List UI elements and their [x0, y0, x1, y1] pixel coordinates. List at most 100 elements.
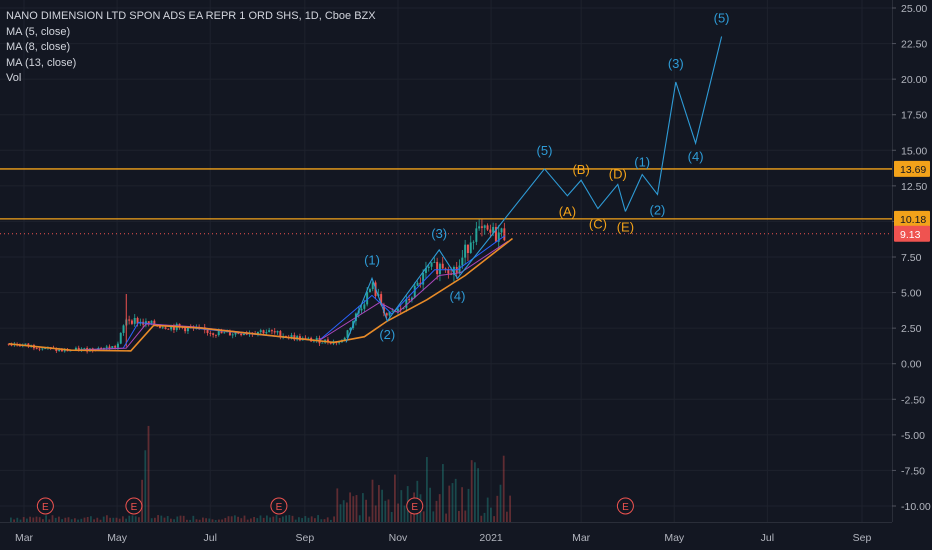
volume-bar: [96, 517, 99, 522]
wave-label[interactable]: (A): [559, 204, 576, 219]
price-axis-label: -5.00: [901, 430, 925, 442]
candle-body: [408, 299, 411, 301]
legend-ma8[interactable]: MA (8, close): [6, 41, 71, 53]
candle-body: [338, 342, 341, 344]
volume-bar: [490, 507, 492, 522]
volume-bar: [461, 487, 463, 522]
wave-label[interactable]: (E): [617, 219, 634, 234]
earnings-event-marker[interactable]: [616, 497, 634, 515]
candle-body: [270, 330, 273, 332]
candle-body: [60, 349, 63, 352]
volume-bar: [480, 515, 483, 522]
volume-bar: [400, 490, 403, 522]
wave-label[interactable]: (1): [364, 252, 380, 267]
candle-body: [363, 304, 366, 309]
volume-bar: [454, 478, 457, 522]
earnings-event-marker[interactable]: [270, 497, 288, 515]
volume-bar: [240, 518, 243, 522]
legend-ma13[interactable]: MA (13, close): [6, 56, 77, 69]
candle-body: [130, 320, 133, 324]
volume-bar: [179, 515, 182, 522]
wave-label[interactable]: (2): [650, 202, 666, 217]
price-axis-label: 20.00: [901, 74, 927, 86]
wave-label[interactable]: (3): [668, 56, 684, 71]
volume-bar: [342, 500, 345, 522]
volume-bar: [163, 517, 166, 522]
volume-bar: [323, 519, 326, 522]
candle-body: [503, 228, 506, 241]
volume-bar: [224, 517, 227, 522]
volume-bar: [272, 516, 275, 522]
candle-body: [413, 285, 416, 298]
candle-body: [242, 333, 245, 336]
candle-body: [472, 241, 475, 243]
candle-body: [276, 331, 279, 333]
volume-bar: [128, 515, 131, 522]
volume-bar: [394, 474, 396, 522]
earnings-event-marker[interactable]: [406, 497, 424, 515]
wave-label[interactable]: (4): [450, 288, 466, 303]
price-axis-label: 15.00: [901, 145, 927, 157]
wave-label[interactable]: (D): [609, 166, 627, 181]
volume-bar: [38, 517, 41, 522]
wave-label[interactable]: (3): [431, 226, 447, 241]
last-price-tag: [894, 225, 930, 242]
elliott-wave-path[interactable]: [345, 168, 545, 343]
elliott-wave-path[interactable]: [624, 36, 723, 212]
time-axis-label: May: [107, 532, 128, 544]
price-axis-label: 17.50: [901, 110, 927, 122]
volume-bar: [464, 510, 467, 522]
candle-body: [385, 313, 388, 316]
volume-bar: [330, 519, 332, 522]
symbol-title[interactable]: NANO DIMENSION LTD SPON ADS EA REPR 1 OR…: [6, 10, 376, 22]
candle-body: [116, 343, 119, 348]
wave-label[interactable]: (1): [634, 154, 650, 169]
volume-bar: [122, 516, 124, 522]
candle-body: [422, 272, 425, 285]
volume-bar: [243, 515, 246, 522]
volume-bar: [10, 517, 12, 522]
candle-body: [245, 333, 248, 335]
volume-bar: [349, 492, 351, 522]
wave-label[interactable]: (B): [572, 162, 589, 177]
volume-bar: [58, 516, 60, 522]
earnings-event-marker[interactable]: [125, 497, 143, 515]
time-axis-label: Jul: [204, 532, 217, 544]
candle-body: [307, 337, 310, 339]
volume-bar: [291, 515, 294, 522]
wave-label[interactable]: (5): [714, 10, 730, 25]
volume-bar: [16, 517, 19, 522]
volume-bar: [198, 519, 201, 522]
candle-body: [268, 330, 271, 333]
time-axis-label: May: [664, 532, 685, 544]
time-axis-label: 2021: [479, 532, 503, 544]
volume-bar: [374, 505, 377, 522]
candle-body: [321, 342, 324, 344]
correction-wave-path[interactable]: [544, 168, 626, 212]
earnings-event-label: E: [42, 502, 49, 513]
time-axis-label: Sep: [853, 532, 872, 544]
legend-ma5[interactable]: MA (5, close): [6, 25, 71, 38]
volume-bar: [26, 518, 28, 522]
legend-vol[interactable]: Vol: [6, 72, 22, 84]
candle-body: [105, 346, 108, 348]
candle-body: [133, 317, 136, 324]
volume-bar: [74, 518, 76, 522]
volume-bar: [208, 518, 211, 522]
wave-label[interactable]: (5): [537, 143, 553, 158]
wave-label[interactable]: (2): [379, 327, 395, 342]
volume-bar: [13, 519, 15, 522]
volume-bar: [176, 516, 179, 522]
earnings-event-marker[interactable]: [36, 497, 54, 515]
volume-bar: [506, 511, 508, 522]
wave-label[interactable]: (4): [688, 149, 704, 164]
candle-body: [35, 348, 38, 350]
candle-body: [346, 330, 349, 338]
wave-label[interactable]: (C): [589, 217, 607, 232]
last-price-tag-label: 9.13: [900, 229, 921, 241]
candle-body: [69, 350, 72, 352]
volume-bar: [80, 518, 83, 522]
volume-bar: [144, 450, 147, 522]
volume-bar: [67, 517, 70, 522]
